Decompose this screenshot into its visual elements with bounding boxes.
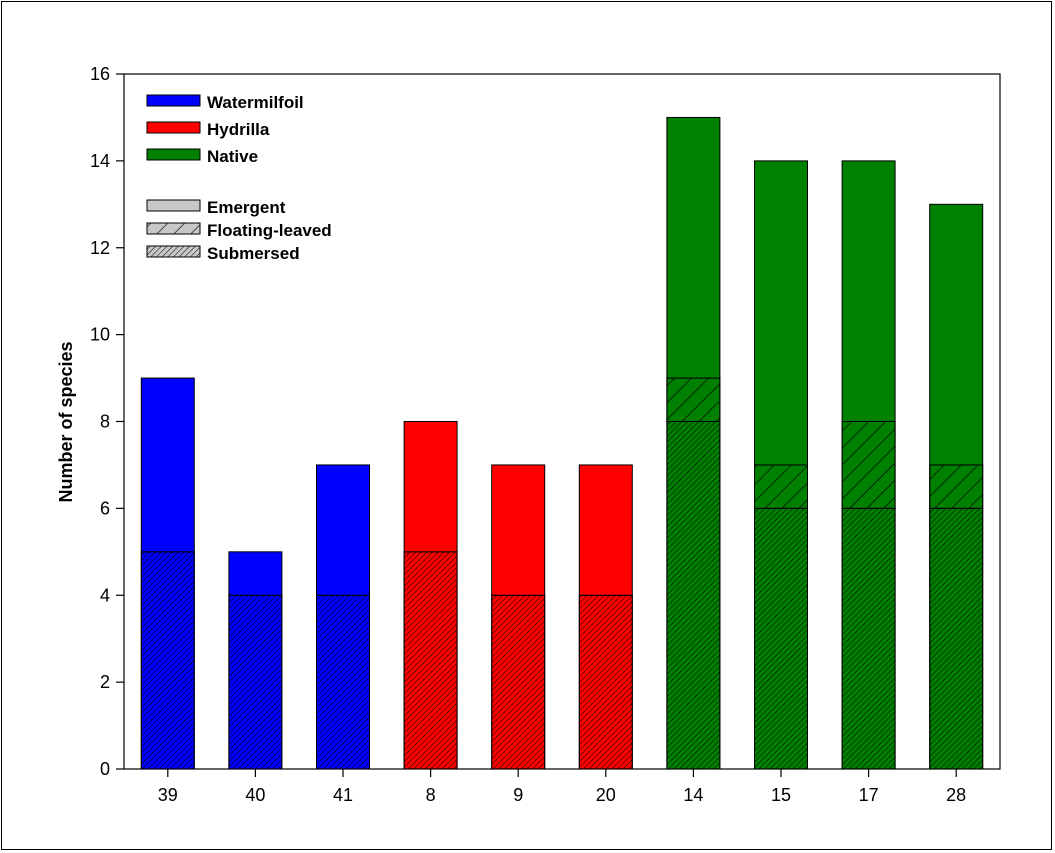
x-tick-label: 40 — [245, 785, 265, 805]
x-tick-label: 20 — [596, 785, 616, 805]
bar-40-submersed-pattern — [228, 594, 283, 770]
bar-15-submersed-pattern — [754, 507, 808, 770]
y-axis-title: Number of species — [56, 341, 76, 502]
bar-14-submersed-pattern — [666, 421, 721, 770]
bar-9-emergent — [491, 464, 546, 596]
legend-swatch-emergent — [146, 199, 201, 212]
legend-swatch-native — [146, 148, 201, 161]
y-tick-label: 0 — [100, 759, 110, 779]
bar-17-emergent — [841, 160, 896, 422]
legend-label-watermilfoil: Watermilfoil — [207, 93, 304, 112]
legend-swatch-hydrilla — [146, 121, 201, 134]
y-tick-label: 2 — [100, 672, 110, 692]
legend-swatch-pattern-submersed — [146, 245, 201, 258]
bar-15-emergent — [754, 160, 808, 466]
y-tick-label: 8 — [100, 412, 110, 432]
legend-label-floating-leaved: Floating-leaved — [207, 221, 332, 240]
bar-17-floating-leaved-pattern — [841, 421, 896, 509]
y-tick-label: 10 — [90, 325, 110, 345]
bar-28-emergent — [929, 203, 984, 466]
bar-17-submersed-pattern — [841, 507, 896, 770]
bar-9-submersed-pattern — [491, 594, 546, 770]
x-tick-label: 39 — [158, 785, 178, 805]
x-tick-label: 28 — [946, 785, 966, 805]
bar-41-emergent — [316, 464, 370, 596]
x-tick-label: 41 — [333, 785, 353, 805]
x-tick-label: 9 — [513, 785, 523, 805]
bar-14-floating-leaved-pattern — [666, 377, 721, 422]
bar-15-floating-leaved-pattern — [754, 464, 808, 509]
legend-swatch-pattern-floating-leaved — [146, 222, 201, 235]
y-tick-label: 16 — [90, 64, 110, 84]
x-tick-label: 14 — [683, 785, 703, 805]
legend-label-emergent: Emergent — [207, 198, 286, 217]
x-tick-label: 15 — [771, 785, 791, 805]
bar-28-submersed-pattern — [929, 507, 984, 770]
bar-8-submersed-pattern — [403, 551, 458, 770]
legend-swatch-watermilfoil — [146, 94, 201, 107]
legend-label-hydrilla: Hydrilla — [207, 120, 270, 139]
y-tick-label: 4 — [100, 585, 110, 605]
bar-20-emergent — [578, 464, 633, 596]
bars-layer — [140, 116, 984, 770]
x-tick-label: 17 — [859, 785, 879, 805]
bar-28-floating-leaved-pattern — [929, 464, 984, 509]
x-tick-label: 8 — [426, 785, 436, 805]
y-tick-label: 12 — [90, 238, 110, 258]
bar-41-submersed-pattern — [316, 594, 370, 770]
axes-layer: 0 2 4 6 8 10 12 14 16 39 40 41 8 9 20 14 15 17 28 — [90, 64, 1001, 805]
legend-label-native: Native — [207, 147, 258, 166]
legend: Watermilfoil Hydrilla Native Emergent Floati… — [146, 93, 332, 263]
bar-40-emergent — [228, 551, 283, 596]
bar-8-emergent — [403, 421, 458, 553]
y-tick-label: 14 — [90, 151, 110, 171]
bar-20-submersed-pattern — [578, 594, 633, 770]
bar-39-emergent — [140, 377, 195, 553]
bar-14-emergent — [666, 116, 721, 379]
legend-label-submersed: Submersed — [207, 244, 300, 263]
bar-39-submersed-pattern — [140, 551, 195, 770]
y-tick-label: 6 — [100, 498, 110, 518]
